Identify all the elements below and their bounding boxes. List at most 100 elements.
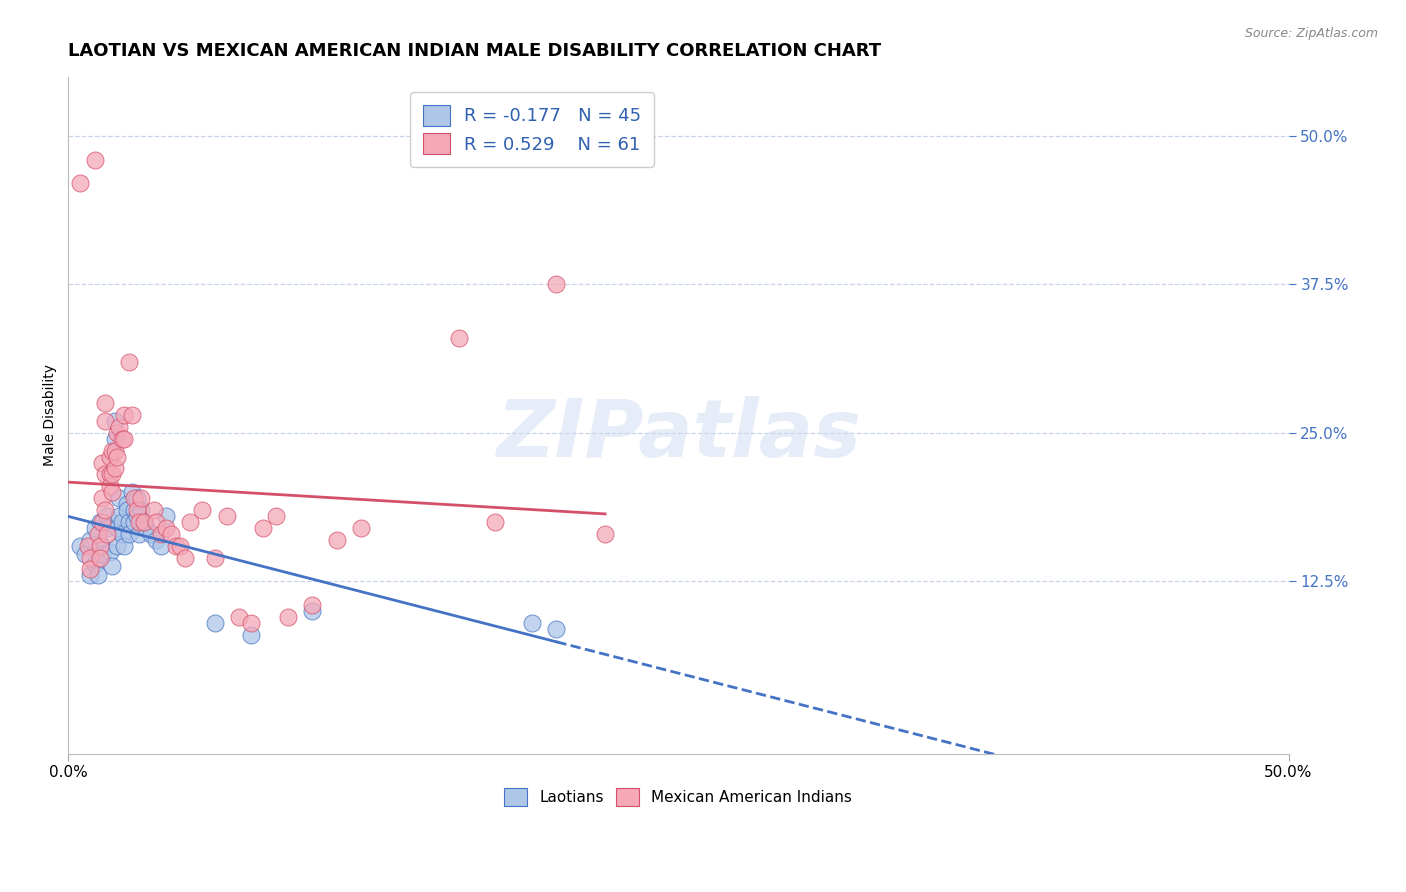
Text: ZIPatlas: ZIPatlas bbox=[496, 396, 860, 475]
Point bbox=[104, 461, 127, 475]
Point bbox=[132, 515, 155, 529]
Point bbox=[75, 547, 97, 561]
Point bbox=[98, 450, 121, 464]
Point bbox=[240, 628, 263, 642]
Point bbox=[169, 539, 191, 553]
Point bbox=[104, 432, 127, 446]
Point bbox=[350, 521, 373, 535]
Point bbox=[111, 515, 134, 529]
Point bbox=[69, 539, 91, 553]
Point bbox=[252, 521, 274, 535]
Point bbox=[145, 533, 167, 547]
Point bbox=[149, 539, 172, 553]
Point bbox=[111, 526, 134, 541]
Point bbox=[145, 515, 167, 529]
Point bbox=[105, 521, 128, 535]
Point bbox=[84, 521, 107, 535]
Point bbox=[105, 450, 128, 464]
Point bbox=[215, 508, 238, 523]
Legend: Laotians, Mexican American Indians: Laotians, Mexican American Indians bbox=[496, 780, 860, 814]
Point bbox=[115, 497, 138, 511]
Point bbox=[240, 615, 263, 630]
Point bbox=[520, 615, 543, 630]
Point bbox=[301, 604, 323, 618]
Point bbox=[131, 491, 153, 506]
Point bbox=[91, 515, 114, 529]
Point bbox=[101, 485, 124, 500]
Point bbox=[155, 521, 177, 535]
Point bbox=[112, 432, 135, 446]
Point bbox=[135, 521, 157, 535]
Y-axis label: Male Disability: Male Disability bbox=[44, 364, 58, 466]
Point bbox=[593, 526, 616, 541]
Point bbox=[325, 533, 347, 547]
Point bbox=[94, 503, 117, 517]
Point bbox=[86, 526, 108, 541]
Point bbox=[84, 557, 107, 571]
Point bbox=[121, 485, 143, 500]
Point bbox=[108, 508, 131, 523]
Point bbox=[277, 610, 299, 624]
Point bbox=[125, 508, 148, 523]
Point bbox=[98, 544, 121, 558]
Point bbox=[76, 539, 98, 553]
Point bbox=[128, 526, 150, 541]
Point bbox=[91, 491, 114, 506]
Point bbox=[101, 443, 124, 458]
Point bbox=[447, 331, 470, 345]
Point bbox=[91, 547, 114, 561]
Point bbox=[149, 526, 172, 541]
Point bbox=[94, 467, 117, 482]
Point bbox=[131, 503, 153, 517]
Point bbox=[111, 432, 134, 446]
Point bbox=[96, 508, 118, 523]
Point bbox=[98, 479, 121, 493]
Point bbox=[122, 503, 145, 517]
Point bbox=[546, 277, 568, 292]
Point bbox=[86, 568, 108, 582]
Point bbox=[101, 558, 124, 573]
Point bbox=[122, 515, 145, 529]
Point bbox=[84, 153, 107, 167]
Point bbox=[115, 503, 138, 517]
Point bbox=[69, 177, 91, 191]
Point bbox=[204, 615, 226, 630]
Point bbox=[79, 550, 101, 565]
Point bbox=[89, 550, 111, 565]
Point bbox=[118, 526, 141, 541]
Point bbox=[101, 467, 124, 482]
Point bbox=[98, 467, 121, 482]
Point bbox=[108, 420, 131, 434]
Point bbox=[155, 508, 177, 523]
Point bbox=[159, 526, 181, 541]
Point bbox=[125, 503, 148, 517]
Point bbox=[546, 622, 568, 636]
Point bbox=[301, 598, 323, 612]
Point bbox=[228, 610, 250, 624]
Point bbox=[484, 515, 506, 529]
Point bbox=[141, 526, 163, 541]
Point bbox=[79, 568, 101, 582]
Point bbox=[89, 539, 111, 553]
Point bbox=[96, 521, 118, 535]
Point bbox=[91, 539, 114, 553]
Point bbox=[91, 456, 114, 470]
Point bbox=[118, 515, 141, 529]
Point bbox=[94, 396, 117, 410]
Point bbox=[179, 515, 201, 529]
Point bbox=[121, 408, 143, 422]
Point bbox=[79, 533, 101, 547]
Point bbox=[79, 562, 101, 576]
Point bbox=[122, 491, 145, 506]
Text: Source: ZipAtlas.com: Source: ZipAtlas.com bbox=[1244, 27, 1378, 40]
Point bbox=[112, 539, 135, 553]
Point bbox=[191, 503, 214, 517]
Point bbox=[132, 515, 155, 529]
Point bbox=[165, 539, 187, 553]
Point bbox=[104, 414, 127, 428]
Point bbox=[94, 414, 117, 428]
Point bbox=[96, 526, 118, 541]
Point bbox=[264, 508, 287, 523]
Point bbox=[108, 491, 131, 506]
Point bbox=[125, 491, 148, 506]
